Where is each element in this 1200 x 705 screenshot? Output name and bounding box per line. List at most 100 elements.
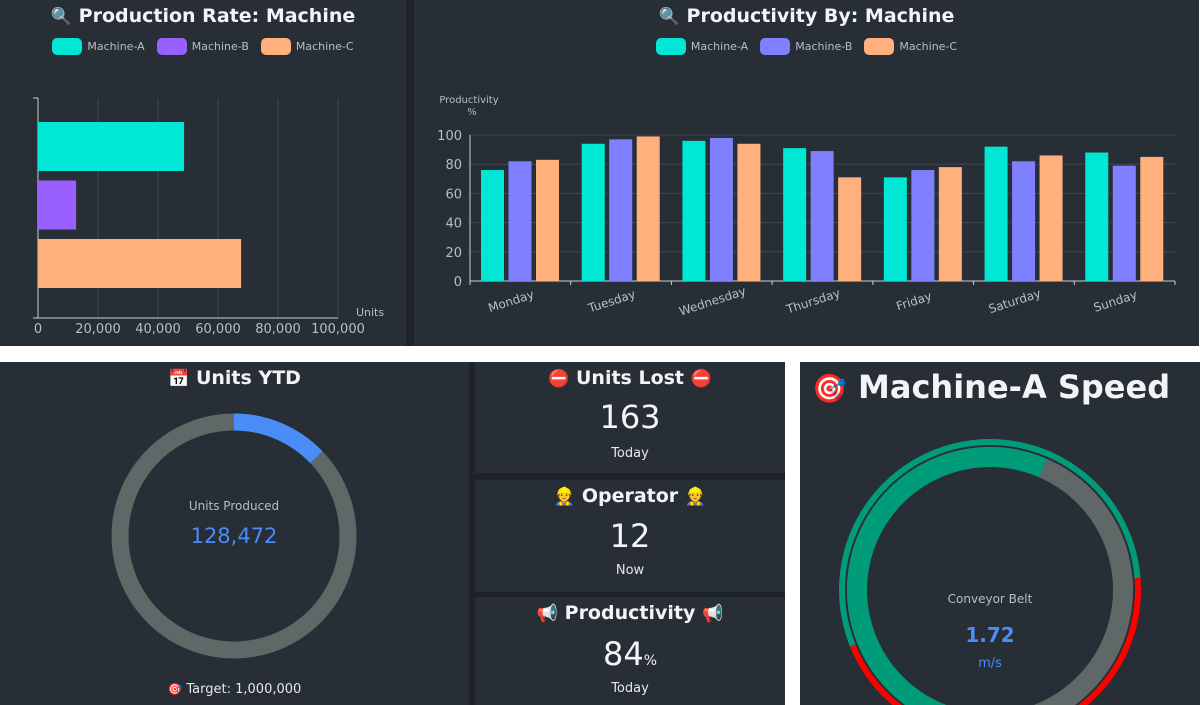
bar-machine-a (38, 122, 185, 171)
speed-panel: 🎯 Machine-A Speed Conveyor Belt 1.72 m/s (800, 362, 1200, 705)
legend-item-machine-a[interactable]: Machine-A (52, 38, 145, 55)
legend-label: Machine-B (795, 40, 853, 53)
bar-wednesday-machine-c (737, 143, 761, 281)
speed-title: 🎯 Machine-A Speed (812, 368, 1170, 406)
units-lost-title-text: Units Lost (575, 367, 685, 389)
x-tick-label: Saturday (987, 286, 1043, 316)
target-label: Target: 1,000,000 (186, 682, 302, 697)
operator-title: 👷 Operator 👷 (475, 485, 785, 507)
donut-progress-arc (233, 413, 323, 464)
bar-thursday-machine-c (838, 177, 862, 281)
speed-title-text: Machine-A Speed (858, 368, 1171, 406)
x-tick-label: Sunday (1092, 288, 1139, 315)
legend-item-machine-c[interactable]: Machine-C (864, 38, 957, 55)
no-entry-icon: ⛔ (690, 369, 712, 389)
bar-monday-machine-b (508, 161, 532, 281)
donut-center-value: 128,472 (191, 524, 278, 548)
y-tick-label: 20 (445, 246, 462, 261)
calendar-icon: 📅 (168, 369, 190, 389)
x-tick-label: 80,000 (255, 322, 301, 337)
y-tick-label: 0 (454, 275, 462, 290)
megaphone-icon: 📢 (701, 604, 724, 624)
bar-sunday-machine-a (1085, 152, 1109, 281)
target-icon: 🎯 (812, 372, 847, 405)
legend-swatch-a (52, 38, 83, 55)
donut-center-label: Units Produced (189, 499, 279, 513)
legend-label: Machine-A (87, 40, 145, 53)
productivity-unit: % (643, 653, 658, 669)
bar-sunday-machine-b (1112, 165, 1136, 281)
bar-saturday-machine-a (984, 146, 1008, 281)
gauge-threshold-high (1078, 577, 1141, 705)
magnifier-icon: 🔍 (658, 7, 680, 27)
productivity-title: 📢 Productivity 📢 (475, 602, 785, 624)
y-axis-label-unit: % (467, 107, 477, 118)
productivity-value: 84% (475, 635, 785, 673)
x-tick-label: 100,000 (311, 322, 365, 337)
units-ytd-title: 📅 Units YTD (0, 367, 469, 389)
units-lost-title: ⛔ Units Lost ⛔ (475, 367, 785, 389)
operator-card: 👷 Operator 👷 12 Now (475, 480, 785, 592)
x-tick-label: 20,000 (75, 322, 121, 337)
magnifier-icon: 🔍 (50, 7, 73, 27)
x-tick-label: Tuesday (586, 287, 638, 316)
productivity-by-title-text: Productivity By: Machine (686, 5, 955, 27)
legend-label: Machine-B (191, 40, 249, 53)
gauge-value: 1.72 (965, 623, 1014, 647)
legend-label: Machine-A (690, 40, 749, 53)
divider (469, 362, 475, 705)
bar-wednesday-machine-b (709, 137, 733, 281)
productivity-by-title: 🔍 Productivity By: Machine (414, 5, 1199, 27)
bar-thursday-machine-a (783, 148, 807, 281)
y-tick-label: 80 (445, 158, 462, 173)
productivity-by-chart: Productivity% 0 20 40 60 80 100 Monday Tuesday We… (437, 95, 1176, 319)
production-rate-legend: Machine-A Machine-B Machine-C (0, 38, 406, 55)
divider (406, 0, 414, 346)
bar-saturday-machine-b (1012, 161, 1036, 281)
legend-item-machine-b[interactable]: Machine-B (760, 38, 852, 55)
units-lost-card: ⛔ Units Lost ⛔ 163 Today (475, 362, 785, 473)
y-tick-label: 60 (445, 187, 462, 202)
legend-item-machine-a[interactable]: Machine-A (655, 38, 749, 55)
x-tick-label: 40,000 (135, 322, 181, 337)
productivity-by-legend: Machine-A Machine-B Machine-C (414, 38, 1199, 55)
productivity-card: 📢 Productivity 📢 84% Today (475, 597, 785, 705)
bar-tuesday-machine-c (636, 136, 660, 281)
bar-friday-machine-c (938, 167, 962, 281)
bar-monday-machine-c (536, 159, 559, 281)
worker-icon: 👷 (553, 487, 576, 507)
productivity-by-panel: 🔍 Productivity By: Machine Machine-A Mac… (414, 0, 1199, 346)
legend-swatch-b (760, 38, 791, 55)
operator-value: 12 (609, 517, 651, 555)
gauge-threshold-ok (839, 439, 1141, 647)
x-axis-label: Units (356, 306, 384, 319)
units-lost-sub: Today (611, 446, 649, 461)
legend-swatch-b (156, 38, 187, 55)
speed-gauge: Conveyor Belt 1.72 m/s (839, 439, 1141, 705)
legend-swatch-c (260, 38, 291, 55)
operator-title-text: Operator (581, 485, 679, 507)
units-ytd-target: 🎯 Target: 1,000,000 (0, 682, 469, 697)
units-lost-value: 163 (599, 398, 661, 436)
worker-icon: 👷 (684, 487, 707, 507)
legend-label: Machine-C (899, 40, 958, 53)
productivity-title-text: Productivity (564, 602, 696, 624)
x-tick-label: Wednesday (677, 284, 747, 319)
bar-monday-machine-a (481, 170, 504, 281)
bar-sunday-machine-c (1140, 156, 1164, 281)
gauge-label: Conveyor Belt (948, 592, 1033, 606)
legend-item-machine-c[interactable]: Machine-C (260, 38, 354, 55)
y-tick-label: 40 (445, 217, 462, 232)
productivity-sub: Today (611, 681, 649, 696)
bar-saturday-machine-c (1039, 155, 1063, 281)
legend-item-machine-b[interactable]: Machine-B (156, 38, 249, 55)
bar-friday-machine-b (911, 170, 935, 281)
bar-thursday-machine-b (810, 151, 834, 281)
bar-tuesday-machine-a (581, 143, 605, 281)
x-tick-label: Thursday (784, 286, 842, 317)
x-tick-label: 0 (34, 322, 42, 337)
x-tick-label: Friday (895, 289, 934, 314)
bar-wednesday-machine-a (682, 140, 706, 281)
divider (475, 473, 785, 480)
legend-swatch-a (655, 38, 686, 55)
